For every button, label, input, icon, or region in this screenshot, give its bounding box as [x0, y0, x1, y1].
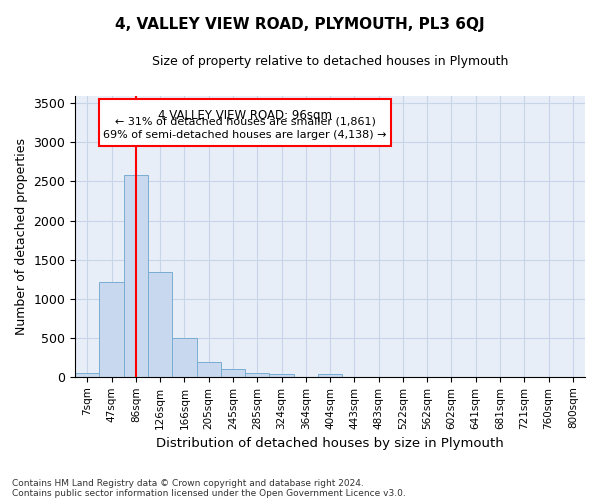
Bar	[269, 374, 293, 377]
Text: ← 31% of detached houses are smaller (1,861): ← 31% of detached houses are smaller (1,…	[115, 116, 376, 126]
Bar	[124, 175, 148, 377]
Y-axis label: Number of detached properties: Number of detached properties	[15, 138, 28, 334]
Title: Size of property relative to detached houses in Plymouth: Size of property relative to detached ho…	[152, 55, 508, 68]
Bar	[75, 373, 100, 377]
Bar	[245, 373, 269, 377]
Bar	[197, 362, 221, 377]
Text: 4, VALLEY VIEW ROAD, PLYMOUTH, PL3 6QJ: 4, VALLEY VIEW ROAD, PLYMOUTH, PL3 6QJ	[115, 18, 485, 32]
Text: Contains public sector information licensed under the Open Government Licence v3: Contains public sector information licen…	[12, 489, 406, 498]
Bar	[318, 374, 342, 377]
FancyBboxPatch shape	[100, 98, 391, 146]
Bar	[221, 368, 245, 377]
Text: Contains HM Land Registry data © Crown copyright and database right 2024.: Contains HM Land Registry data © Crown c…	[12, 478, 364, 488]
Bar	[148, 272, 172, 377]
X-axis label: Distribution of detached houses by size in Plymouth: Distribution of detached houses by size …	[156, 437, 504, 450]
Text: 4 VALLEY VIEW ROAD: 96sqm: 4 VALLEY VIEW ROAD: 96sqm	[158, 109, 332, 122]
Bar	[172, 338, 197, 377]
Text: 69% of semi-detached houses are larger (4,138) →: 69% of semi-detached houses are larger (…	[103, 130, 387, 140]
Bar	[100, 282, 124, 377]
